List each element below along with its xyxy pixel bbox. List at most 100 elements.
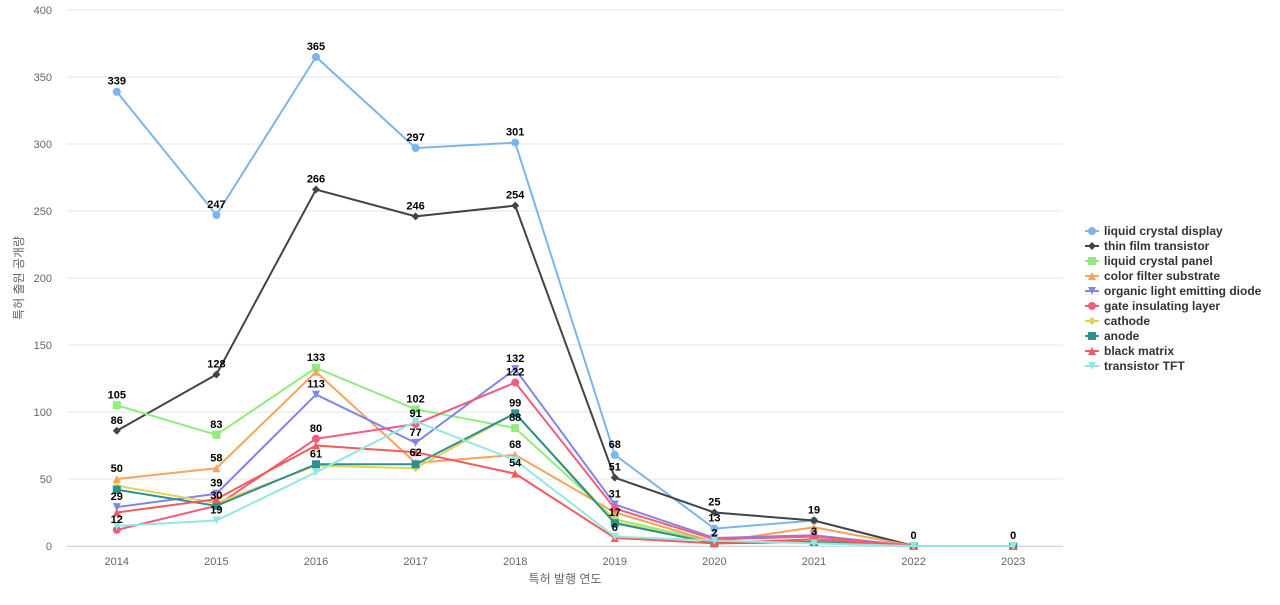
x-tick-label: 2021 — [802, 556, 826, 568]
data-point-liquid-crystal-display[interactable] — [411, 144, 420, 153]
legend-label-black-matrix: black matrix — [1104, 344, 1174, 358]
data-point-liquid-crystal-display[interactable] — [511, 138, 520, 147]
series-line-color-filter-substrate[interactable] — [116, 370, 1014, 547]
legend-item-anode[interactable]: anode — [1085, 329, 1140, 343]
series-line-liquid-crystal-panel[interactable] — [116, 366, 1014, 547]
data-label-liquid-crystal-display: 13 — [708, 513, 720, 525]
data-label-organic-light-emitting-diode: 39 — [210, 478, 222, 490]
data-point-black-matrix[interactable] — [112, 508, 121, 517]
data-point-transistor-tft[interactable] — [710, 536, 719, 545]
x-tick-label: 2018 — [503, 556, 527, 568]
data-label-organic-light-emitting-diode: 132 — [506, 353, 524, 365]
legend-item-transistor-tft[interactable]: transistor TFT — [1085, 359, 1185, 373]
data-label-transistor-tft: 19 — [210, 505, 222, 517]
legend-item-color-filter-substrate[interactable]: color filter substrate — [1085, 269, 1220, 283]
data-point-thin-film-transistor[interactable] — [710, 508, 719, 517]
data-point-liquid-crystal-display[interactable] — [610, 450, 619, 459]
legend-label-liquid-crystal-display: liquid crystal display — [1104, 224, 1223, 238]
data-point-color-filter-substrate[interactable] — [112, 475, 121, 483]
data-point-thin-film-transistor[interactable] — [212, 370, 221, 379]
data-point-liquid-crystal-display[interactable] — [312, 52, 320, 61]
series-line-transistor-tft[interactable] — [116, 420, 1014, 547]
data-point-liquid-crystal-panel[interactable] — [312, 363, 320, 372]
legend-symbol-black-matrix — [1088, 347, 1096, 355]
legend-item-gate-insulating-layer[interactable]: gate insulating layer — [1085, 299, 1220, 313]
data-label-liquid-crystal-panel: 133 — [307, 352, 325, 364]
legend-label-liquid-crystal-panel: liquid crystal panel — [1104, 254, 1213, 268]
x-axis-title: 특허 발행 연도 — [529, 571, 602, 586]
data-point-transistor-tft[interactable] — [610, 532, 619, 541]
series-line-thin-film-transistor[interactable] — [116, 188, 1014, 547]
series-line-organic-light-emitting-diode[interactable] — [116, 368, 1014, 547]
data-point-liquid-crystal-panel[interactable] — [212, 430, 221, 439]
data-point-gate-insulating-layer[interactable] — [511, 378, 520, 387]
data-point-thin-film-transistor[interactable] — [511, 201, 520, 210]
legend-item-organic-light-emitting-diode[interactable]: organic light emitting diode — [1085, 284, 1262, 298]
legend-item-thin-film-transistor[interactable]: thin film transistor — [1085, 239, 1210, 253]
legend-label-anode: anode — [1104, 329, 1140, 343]
data-point-anode[interactable] — [312, 460, 320, 469]
legend-symbol-color-filter-substrate — [1088, 272, 1096, 280]
data-point-thin-film-transistor[interactable] — [312, 185, 320, 194]
data-point-anode[interactable] — [511, 409, 520, 418]
data-point-transistor-tft[interactable] — [909, 542, 918, 550]
data-point-thin-film-transistor[interactable] — [411, 212, 420, 221]
data-point-liquid-crystal-panel[interactable] — [411, 405, 420, 414]
data-label-gate-insulating-layer: 91 — [409, 408, 421, 420]
data-point-anode[interactable] — [610, 519, 619, 528]
legend-item-liquid-crystal-panel[interactable]: liquid crystal panel — [1085, 254, 1213, 268]
data-point-transistor-tft[interactable] — [212, 516, 221, 525]
series-line-gate-insulating-layer[interactable] — [116, 381, 1014, 547]
data-label-organic-light-emitting-diode: 113 — [307, 379, 325, 391]
data-point-transistor-tft[interactable] — [810, 539, 818, 548]
data-point-color-filter-substrate[interactable] — [312, 367, 320, 376]
data-point-organic-light-emitting-diode[interactable] — [112, 503, 121, 512]
data-point-color-filter-substrate[interactable] — [610, 508, 619, 517]
data-point-thin-film-transistor[interactable] — [810, 516, 818, 525]
legend-item-liquid-crystal-display[interactable]: liquid crystal display — [1085, 224, 1223, 238]
data-point-organic-light-emitting-diode[interactable] — [312, 390, 320, 399]
data-point-black-matrix[interactable] — [312, 441, 320, 450]
data-point-organic-light-emitting-diode[interactable] — [411, 438, 420, 447]
data-point-anode[interactable] — [411, 460, 420, 469]
data-point-organic-light-emitting-diode[interactable] — [212, 489, 221, 498]
data-point-anode[interactable] — [212, 501, 221, 510]
data-point-black-matrix[interactable] — [212, 495, 221, 504]
data-point-color-filter-substrate[interactable] — [810, 523, 818, 532]
data-point-transistor-tft[interactable] — [112, 521, 121, 530]
data-point-organic-light-emitting-diode[interactable] — [511, 365, 520, 374]
data-point-color-filter-substrate[interactable] — [212, 464, 221, 473]
legend-item-cathode[interactable]: cathode — [1085, 314, 1150, 328]
data-point-transistor-tft[interactable] — [511, 456, 520, 465]
data-point-gate-insulating-layer[interactable] — [312, 434, 320, 443]
data-point-liquid-crystal-panel[interactable] — [112, 401, 121, 410]
data-point-anode[interactable] — [112, 485, 121, 494]
series-black-matrix — [112, 441, 1018, 550]
data-point-liquid-crystal-display[interactable] — [112, 87, 121, 96]
y-tick-label: 200 — [34, 273, 52, 285]
data-label-black-matrix: 6 — [612, 522, 618, 534]
data-point-gate-insulating-layer[interactable] — [112, 525, 121, 534]
data-point-transistor-tft[interactable] — [312, 468, 320, 477]
data-point-liquid-crystal-display[interactable] — [710, 524, 719, 533]
y-tick-label: 250 — [34, 206, 52, 218]
series-liquid-crystal-panel — [112, 363, 1018, 550]
data-point-organic-light-emitting-diode[interactable] — [610, 500, 619, 509]
data-point-thin-film-transistor[interactable] — [610, 473, 619, 482]
data-label-black-matrix: 54 — [509, 458, 522, 470]
data-point-black-matrix[interactable] — [411, 448, 420, 457]
legend-symbol-thin-film-transistor — [1088, 242, 1096, 250]
series-organic-light-emitting-diode — [112, 365, 1018, 550]
data-point-gate-insulating-layer[interactable] — [610, 504, 619, 513]
data-point-transistor-tft[interactable] — [1009, 542, 1018, 550]
data-label-liquid-crystal-display: 339 — [108, 76, 126, 88]
data-point-black-matrix[interactable] — [511, 469, 520, 478]
data-label-organic-light-emitting-diode: 77 — [409, 427, 421, 439]
data-point-liquid-crystal-panel[interactable] — [511, 424, 520, 433]
legend-item-black-matrix[interactable]: black matrix — [1085, 344, 1174, 358]
series-line-black-matrix[interactable] — [116, 444, 1014, 547]
data-point-liquid-crystal-display[interactable] — [212, 211, 221, 220]
data-point-transistor-tft[interactable] — [411, 417, 420, 426]
data-point-thin-film-transistor[interactable] — [112, 426, 121, 435]
